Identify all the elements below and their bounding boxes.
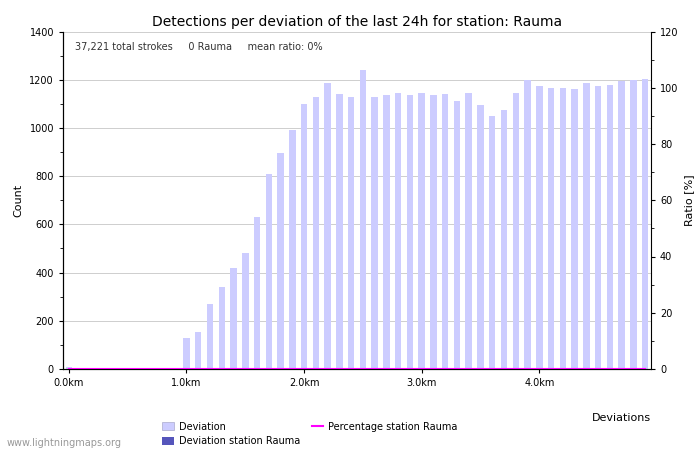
Bar <box>595 86 601 369</box>
Bar <box>466 93 472 369</box>
Bar <box>383 95 390 369</box>
Bar <box>571 90 577 369</box>
Bar <box>630 80 636 369</box>
Bar <box>206 304 214 369</box>
Bar <box>583 83 589 369</box>
Bar <box>442 94 449 369</box>
Bar <box>500 110 508 369</box>
Bar <box>242 253 248 369</box>
Bar <box>372 97 378 369</box>
Bar <box>348 97 354 369</box>
Bar <box>89 368 96 369</box>
Bar <box>360 70 366 369</box>
Bar <box>536 86 542 369</box>
Bar <box>419 93 425 369</box>
Text: www.lightningmaps.org: www.lightningmaps.org <box>7 438 122 448</box>
Bar <box>195 332 202 369</box>
Bar <box>218 287 225 369</box>
Bar <box>512 93 519 369</box>
Text: 37,221 total strokes     0 Rauma     mean ratio: 0%: 37,221 total strokes 0 Rauma mean ratio:… <box>75 42 323 52</box>
Bar <box>395 93 401 369</box>
Bar <box>607 85 613 369</box>
Bar <box>407 95 413 369</box>
Bar <box>454 101 460 369</box>
Bar <box>489 116 496 369</box>
Text: Deviations: Deviations <box>592 413 651 423</box>
Bar <box>78 368 84 369</box>
Bar <box>618 81 625 369</box>
Bar <box>301 104 307 369</box>
Bar <box>277 153 284 369</box>
Bar <box>336 94 342 369</box>
Bar <box>66 367 72 369</box>
Bar <box>313 97 319 369</box>
Y-axis label: Count: Count <box>14 184 24 217</box>
Title: Detections per deviation of the last 24h for station: Rauma: Detections per deviation of the last 24h… <box>152 15 562 29</box>
Bar <box>548 88 554 369</box>
Bar <box>324 83 331 369</box>
Bar <box>265 174 272 369</box>
Y-axis label: Ratio [%]: Ratio [%] <box>684 175 694 226</box>
Bar <box>524 80 531 369</box>
Bar <box>254 217 260 369</box>
Bar <box>289 130 295 369</box>
Bar <box>230 268 237 369</box>
Bar <box>642 78 648 369</box>
Bar <box>430 95 437 369</box>
Bar <box>559 88 566 369</box>
Bar <box>183 338 190 369</box>
Bar <box>477 105 484 369</box>
Legend: Deviation, Deviation station Rauma, Percentage station Rauma: Deviation, Deviation station Rauma, Perc… <box>158 418 461 450</box>
